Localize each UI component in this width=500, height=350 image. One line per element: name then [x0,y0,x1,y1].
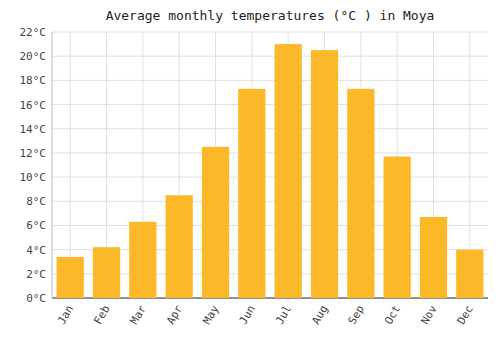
grid-line-y [52,201,488,202]
grid-line-y [52,152,488,153]
y-tick-label: 16°C [20,99,47,112]
bar [384,157,411,298]
y-tick-label: 6°C [26,219,46,232]
grid-line-y [52,80,488,81]
bar [275,44,302,298]
bar [202,147,229,298]
y-tick-label: 8°C [26,195,46,208]
x-tick-label: Jul [273,303,294,327]
grid-line-y [52,104,488,105]
bars [57,44,484,298]
bar [129,222,156,298]
title: Average monthly temperatures (°C ) in Mo… [106,8,435,23]
x-tick-label: May [200,303,221,327]
bar [347,89,374,298]
x-tick-label: Sep [346,303,367,327]
y-tick-label: 14°C [20,123,47,136]
x-tick-label: Jan [55,303,76,327]
y-tick-label: 18°C [20,74,47,87]
bar [420,217,447,298]
bar [311,50,338,298]
bar [57,257,84,298]
grid-line-y [52,32,488,33]
grid-line-y [52,177,488,178]
y-tick-label: 20°C [20,50,47,63]
bar [238,89,265,298]
y-tick-label: 10°C [20,171,47,184]
x-tick-label: Feb [91,303,112,327]
x-tick-label: Mar [128,303,149,327]
x-tick-label: Dec [455,303,476,327]
grid-line-y [52,128,488,129]
x-tick-label: Jun [237,303,258,327]
bar [456,250,483,298]
x-tick-label: Apr [164,303,185,327]
x-tick-label: Aug [309,303,330,327]
x-tick-label: Oct [382,303,403,327]
y-tick-label: 22°C [20,26,47,39]
chart: Average monthly temperatures (°C ) in Mo… [0,0,500,350]
axes: 0°C 2°C 4°C 6°C 8°C 10°C 12°C 14°C 16°C 18°C 20°C 2… [20,26,489,327]
y-axis-line [52,32,53,298]
x-tick-label: Nov [418,303,439,327]
y-tick-label: 4°C [26,244,46,257]
grid [52,32,488,298]
y-tick-label: 2°C [26,268,46,281]
bar [166,195,193,298]
grid-line-y [52,56,488,57]
y-tick-label: 12°C [20,147,47,160]
y-tick-label: 0°C [26,292,46,305]
bar [93,247,120,298]
